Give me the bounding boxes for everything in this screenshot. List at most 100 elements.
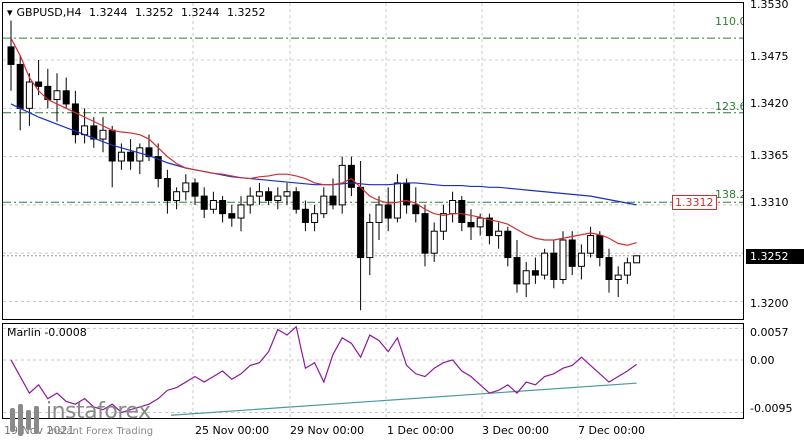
marlin-line	[10, 325, 637, 414]
symbol-header: ▾ GBPUSD,H4 1.3244 1.3252 1.3244 1.3252	[7, 6, 270, 19]
fib-label-110: 110.0	[715, 15, 744, 28]
candle-body	[200, 195, 208, 210]
candle-body	[513, 257, 521, 285]
marlin-chart[interactable]	[3, 324, 743, 418]
candle-body	[154, 156, 162, 180]
watermark-tagline: Instant Forex Trading	[48, 426, 154, 437]
candle-body	[117, 151, 125, 162]
candle-body	[283, 191, 291, 197]
candle-body	[16, 63, 24, 109]
candle-body	[99, 129, 107, 140]
candle-body	[476, 217, 484, 228]
candle-body	[173, 191, 181, 202]
candle-body	[633, 255, 641, 264]
candle-body	[53, 90, 61, 101]
candle-body	[265, 191, 273, 202]
candle-body	[182, 182, 190, 193]
candle-body	[614, 274, 622, 281]
time-tick: 25 Nov 00:00	[195, 424, 270, 437]
candle-body	[311, 213, 319, 223]
candle-body	[90, 125, 98, 140]
candle-body	[449, 200, 457, 215]
candle-body	[62, 90, 70, 105]
candle-body	[209, 200, 217, 210]
price-tick: 1.3365	[750, 149, 789, 162]
instaforex-logo-icon	[10, 404, 39, 436]
fib-label-123-6: 123.6	[715, 100, 744, 113]
symbol-name: GBPUSD,H4	[16, 6, 82, 19]
candle-body	[596, 235, 604, 259]
candle-body	[531, 270, 539, 276]
level-price-box[interactable]: 1.3312	[672, 195, 717, 210]
candle-body	[439, 213, 447, 232]
price-tick: 1.3420	[750, 97, 789, 110]
time-tick: 29 Nov 00:00	[290, 424, 365, 437]
time-tick: 1 Dec 00:00	[387, 424, 454, 437]
candle-body	[587, 235, 595, 254]
candle-body	[393, 182, 401, 219]
candle-body	[301, 208, 309, 223]
triangle-down-icon: ▾	[7, 6, 13, 19]
indicator-tick: 0.0057	[750, 326, 789, 339]
candle-body	[25, 81, 33, 109]
candle-body	[127, 151, 135, 162]
candle-body	[623, 262, 631, 276]
candle-body	[467, 221, 475, 228]
candle-body	[71, 103, 79, 136]
candle-body	[237, 204, 245, 219]
candle-body	[550, 252, 558, 281]
current-price-tag: 1.3252	[746, 249, 804, 264]
candle-body	[430, 230, 438, 254]
candle-body	[522, 270, 530, 285]
trend-line	[170, 382, 637, 416]
candle-body	[338, 164, 346, 206]
candle-body	[7, 46, 15, 65]
candle-body	[329, 195, 337, 206]
candle-body	[347, 164, 355, 188]
fib-label-138-2: 138.2	[715, 188, 744, 201]
price-tick: 1.3200	[750, 297, 789, 310]
candle-body	[458, 200, 466, 223]
price-tick: 1.3310	[750, 196, 789, 209]
candle-body	[320, 195, 328, 215]
candle-body	[605, 257, 613, 281]
candle-body	[136, 147, 144, 162]
price-tick: 1.3475	[750, 50, 789, 63]
candle-body	[375, 204, 383, 223]
marlin-indicator-pane[interactable]: Marlin -0.0008	[2, 323, 744, 419]
candle-body	[568, 239, 576, 267]
instaforex-watermark: instaforex Instant Forex Trading	[6, 399, 186, 440]
candle-body	[228, 213, 236, 219]
candle-body	[274, 195, 282, 202]
price-chart[interactable]	[3, 3, 743, 319]
price-chart-pane[interactable]: ▾ GBPUSD,H4 1.3244 1.3252 1.3244 1.3252 1…	[2, 2, 744, 320]
candle-body	[219, 200, 227, 215]
indicator-tick: -0.0095	[750, 402, 793, 415]
candle-body	[255, 191, 263, 197]
candle-body	[495, 230, 503, 237]
candle-body	[421, 213, 429, 254]
time-tick: 7 Dec 00:00	[578, 424, 645, 437]
watermark-brand: instaforex	[46, 399, 151, 424]
price-tick: 1.3530	[750, 0, 789, 11]
candle-body	[541, 252, 549, 276]
candle-body	[292, 191, 300, 210]
candle-body	[559, 239, 567, 280]
indicator-tick: 0.00	[750, 354, 775, 367]
candle-body	[384, 204, 392, 219]
high-value: 1.3252	[135, 6, 174, 19]
open-value: 1.3244	[89, 6, 128, 19]
low-value: 1.3244	[181, 6, 220, 19]
time-tick: 3 Dec 00:00	[482, 424, 549, 437]
candle-body	[485, 217, 493, 237]
candle-body	[191, 182, 199, 197]
candle-body	[504, 230, 512, 259]
candle-body	[145, 147, 153, 158]
candle-body	[35, 81, 43, 87]
candle-body	[577, 252, 585, 267]
candle-body	[163, 178, 171, 202]
candle-body	[412, 204, 420, 215]
candle-body	[357, 186, 365, 259]
indicator-title: Marlin -0.0008	[7, 326, 87, 339]
close-value: 1.3252	[227, 6, 266, 19]
